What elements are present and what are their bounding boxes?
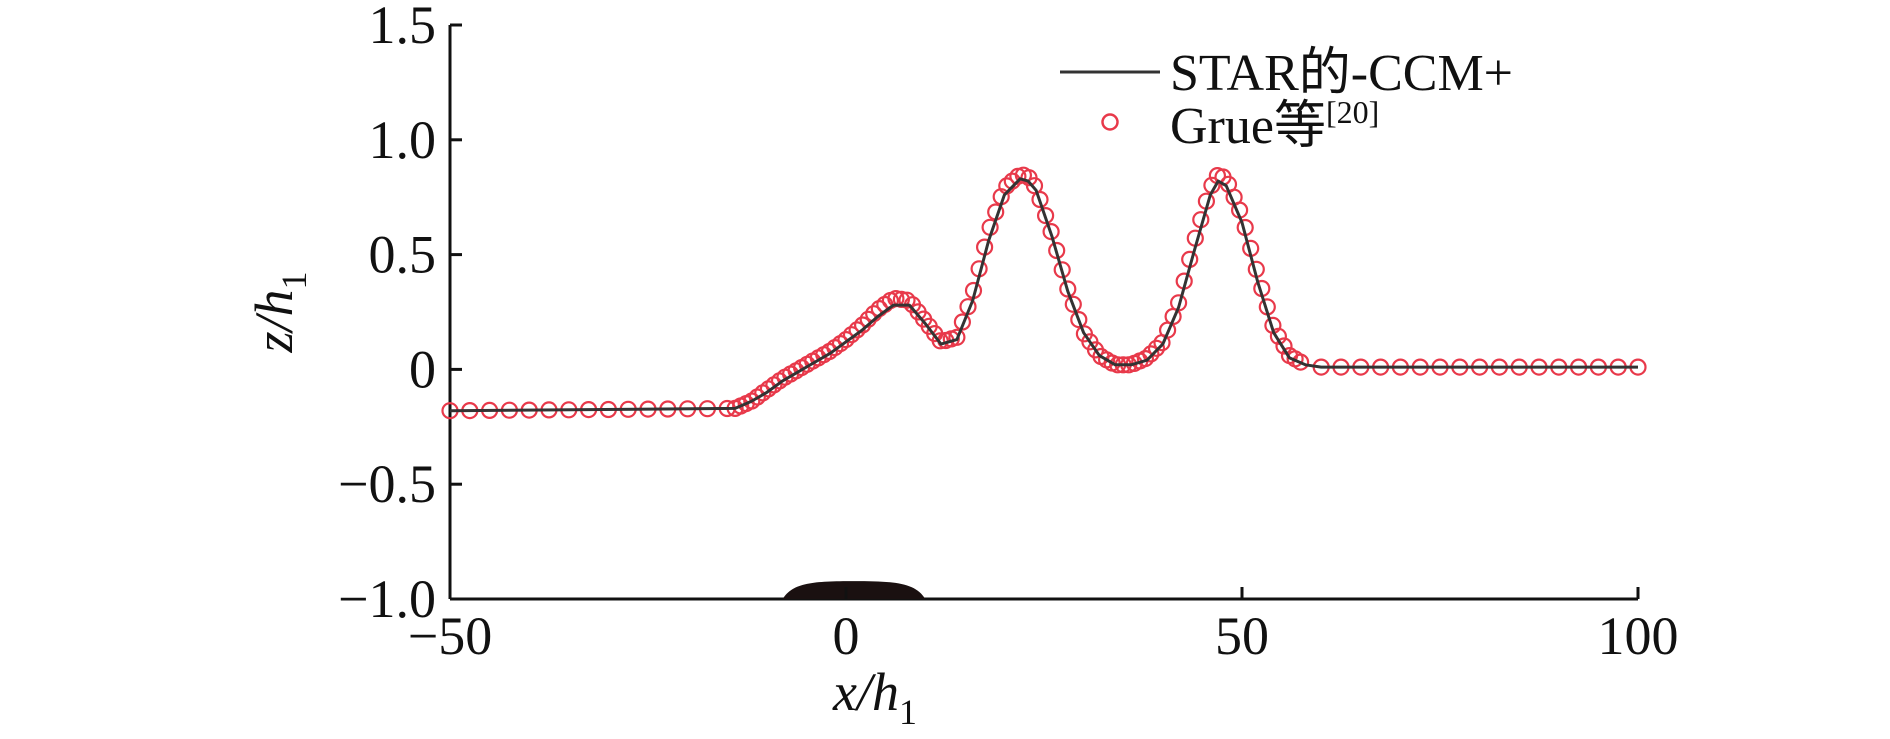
obstacle-bump xyxy=(782,581,926,599)
y-tick-label: −1.0 xyxy=(338,569,436,629)
data-point-grue xyxy=(1070,311,1088,329)
x-axis-label-main: x/h xyxy=(832,662,899,722)
x-tick-label: −50 xyxy=(408,606,492,666)
y-tick-label: 0 xyxy=(409,339,436,399)
data-point-grue xyxy=(948,328,966,346)
y-tick-label: 0.5 xyxy=(369,225,437,285)
data-point-grue xyxy=(1036,207,1055,225)
x-axis-label-sub: 1 xyxy=(899,692,917,732)
legend-label-star-ccm: STAR的-CCM+ xyxy=(1170,45,1513,102)
data-point-grue xyxy=(1059,280,1077,298)
legend-label-grue: Grue等[20] xyxy=(1170,94,1379,155)
legend-marker-swatch xyxy=(1101,113,1119,131)
data-point-grue xyxy=(1042,223,1060,241)
series-layer xyxy=(441,166,1647,420)
y-axis-label-sub: 1 xyxy=(274,271,314,289)
data-point-grue xyxy=(1136,350,1155,368)
data-point-grue xyxy=(837,331,855,349)
x-tick-label: 0 xyxy=(833,606,860,666)
data-point-grue xyxy=(898,291,916,309)
legend-label-grue-sup: [20] xyxy=(1326,94,1379,130)
data-point-grue xyxy=(1275,337,1293,355)
y-tick-label: −0.5 xyxy=(338,454,436,514)
y-axis-label: z/h1 xyxy=(244,271,314,353)
y-tick-label: 1.5 xyxy=(369,0,437,55)
data-point-grue xyxy=(842,326,861,344)
data-point-grue xyxy=(1064,295,1082,313)
data-point-grue xyxy=(1031,190,1049,209)
axes xyxy=(448,25,1638,601)
x-tick-label: 50 xyxy=(1215,606,1269,666)
x-tick-label: 100 xyxy=(1598,606,1679,666)
series-line-star-ccm xyxy=(449,177,1638,413)
data-point-grue xyxy=(1142,345,1160,363)
obstacle-layer xyxy=(782,581,926,599)
legend: STAR的-CCM+ Grue等[20] xyxy=(1060,45,1513,155)
y-tick-label: 1.0 xyxy=(369,110,437,170)
x-axis-label: x/h1 xyxy=(832,662,917,732)
data-point-grue xyxy=(1291,353,1310,371)
data-point-grue xyxy=(1147,339,1166,357)
data-point-grue xyxy=(892,290,911,308)
ticks-layer: −1.0 −0.5 0 0.5 1.0 1.5 −50 0 50 100 xyxy=(338,0,1678,666)
y-axis-label-main: z/h xyxy=(244,289,304,353)
legend-label-grue-main: Grue等 xyxy=(1170,98,1326,155)
data-point-grue xyxy=(1269,327,1288,345)
